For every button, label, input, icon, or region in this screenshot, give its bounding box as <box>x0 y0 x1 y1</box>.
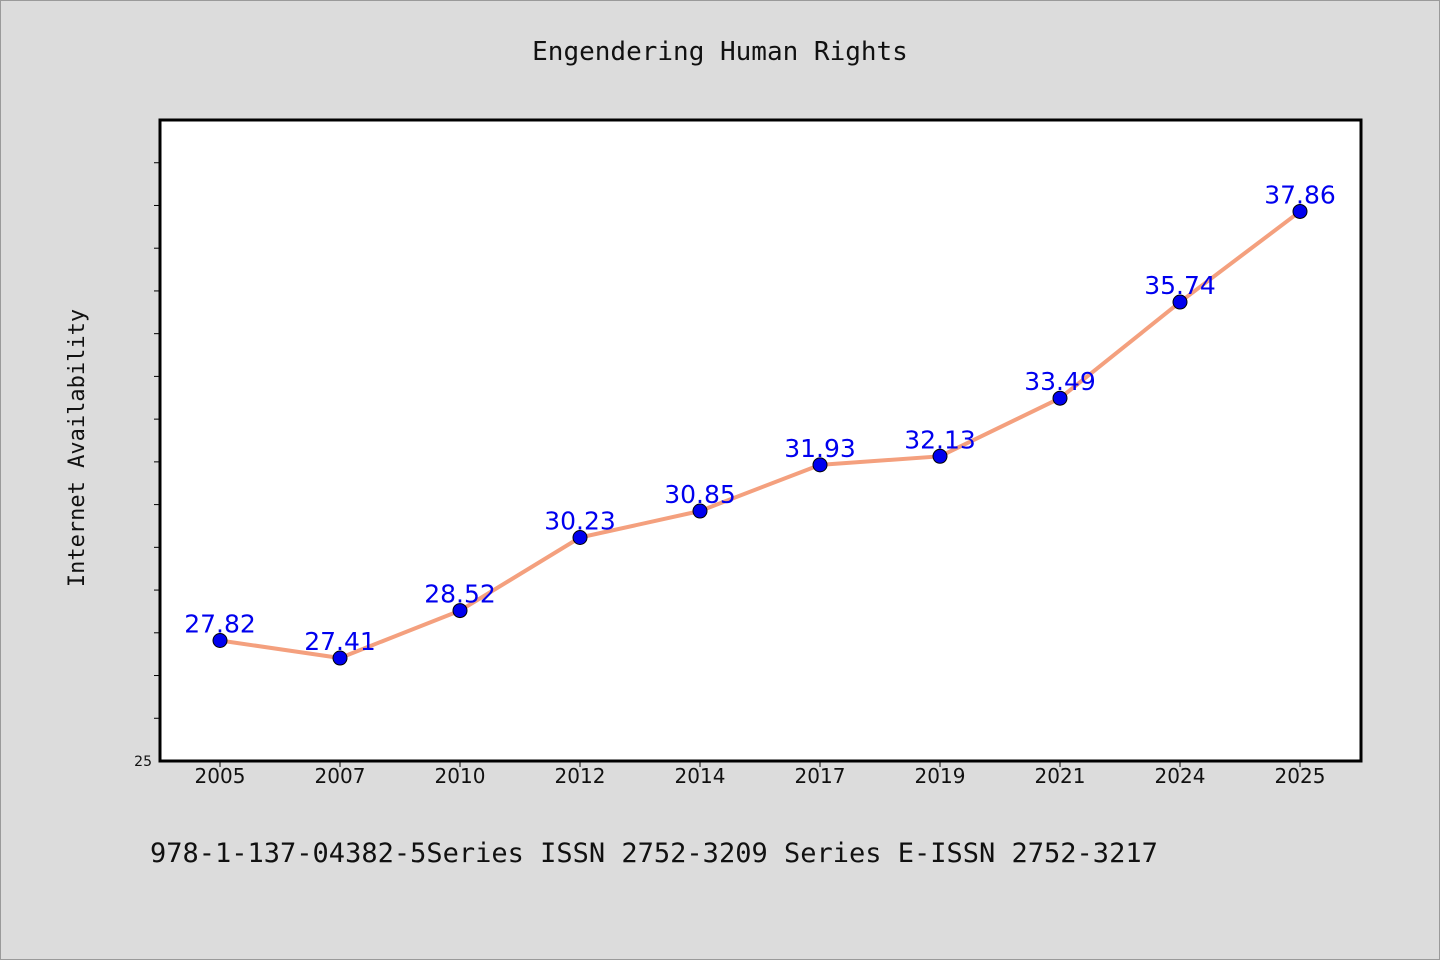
data-label: 32.13 <box>904 425 976 454</box>
data-point <box>1292 203 1308 219</box>
data-label: 37.86 <box>1264 180 1336 209</box>
data-point <box>332 650 348 666</box>
data-label: 27.41 <box>304 627 376 656</box>
x-tick-label: 2019 <box>915 764 966 788</box>
x-tick-label: 2005 <box>195 764 246 788</box>
data-point <box>1172 294 1188 310</box>
data-label: 28.52 <box>424 580 496 609</box>
x-tick-label: 2021 <box>1035 764 1086 788</box>
data-point <box>212 632 228 648</box>
series-line-group: 27.82 27.41 28.52 30.23 30.85 31.93 32.13 33.49… <box>184 180 1336 666</box>
x-tick-label: 2014 <box>675 764 726 788</box>
data-point <box>1052 390 1068 406</box>
series-line <box>218 209 1302 661</box>
chart-title: Engendering Human Rights <box>532 37 908 67</box>
data-point <box>572 530 588 546</box>
x-tick-label: 2024 <box>1155 764 1206 788</box>
data-label: 27.82 <box>184 609 256 638</box>
x-tick-label: 2007 <box>315 764 366 788</box>
y-axis-ticks <box>154 162 160 719</box>
data-label: 30.23 <box>544 507 616 536</box>
y-tick-label: 25 <box>134 754 152 770</box>
data-label: 30.85 <box>664 480 736 509</box>
y-axis-label: Internet Availability <box>65 309 90 587</box>
x-tick-label: 2017 <box>795 764 846 788</box>
data-point <box>812 457 828 473</box>
footer-isbn-text: 978-1-137-04382-5Series ISSN 2752-3209 S… <box>150 838 1158 869</box>
data-label: 35.74 <box>1144 271 1216 300</box>
data-point <box>452 603 468 619</box>
data-label: 31.93 <box>784 434 856 463</box>
data-point <box>692 503 708 519</box>
data-point <box>932 448 948 464</box>
x-tick-label: 2010 <box>435 764 486 788</box>
x-axis-ticks: 2005 2007 2010 2012 2014 2017 2019 2021 2024 2025 <box>195 761 1326 788</box>
data-label: 33.49 <box>1024 367 1096 396</box>
x-tick-label: 2025 <box>1275 764 1326 788</box>
plot-area <box>158 118 1363 763</box>
x-tick-label: 2012 <box>555 764 606 788</box>
